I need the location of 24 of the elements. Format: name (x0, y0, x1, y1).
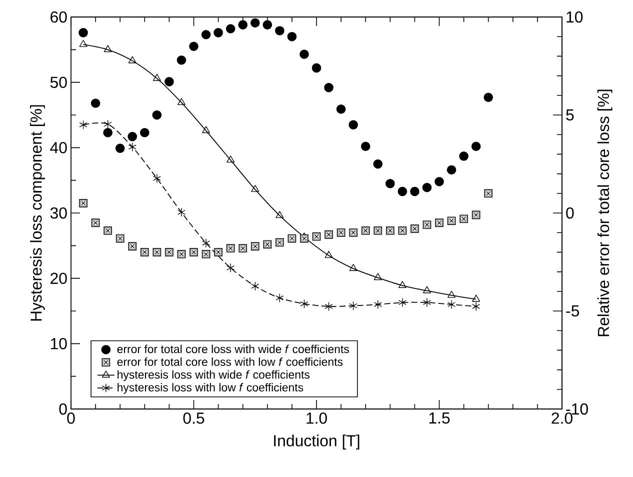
x-tick-label: 1.5 (429, 412, 450, 424)
y-tick-label: 20 (50, 272, 67, 284)
y-tick-label: 60 (50, 11, 67, 23)
x-tick-label: 2.0 (552, 412, 572, 424)
y2-tick-label: -5 (566, 305, 580, 317)
y-tick-label: 40 (50, 142, 67, 154)
y2-axis-title: Relative error for total core loss [%] (597, 90, 612, 336)
y-tick-label: 0 (59, 403, 67, 415)
x-axis-title: Induction [T] (274, 434, 360, 450)
y2-tick-label: 5 (566, 109, 574, 121)
legend-label: error for total core loss with wide f coefficients (117, 344, 349, 354)
y-tick-label: 10 (50, 338, 67, 350)
y-tick-label: 30 (50, 207, 67, 219)
x-tick-label: 0.5 (183, 412, 204, 424)
x-tick-label: 1.0 (306, 412, 327, 424)
y-axis-title: Hysteresis loss component [%] (30, 105, 45, 321)
y-tick-label: 50 (50, 76, 67, 88)
legend-label: hysteresis loss with low f coefficients (118, 383, 304, 394)
y2-tick-label: -10 (566, 403, 588, 415)
y2-tick-label: 10 (566, 11, 583, 23)
x-tick-label: 0 (67, 412, 75, 424)
legend-label: error for total core loss with low f coefficients (117, 357, 343, 366)
y2-tick-label: 0 (566, 207, 574, 219)
legend-label: hysteresis loss with wide f coefficients (118, 370, 310, 381)
